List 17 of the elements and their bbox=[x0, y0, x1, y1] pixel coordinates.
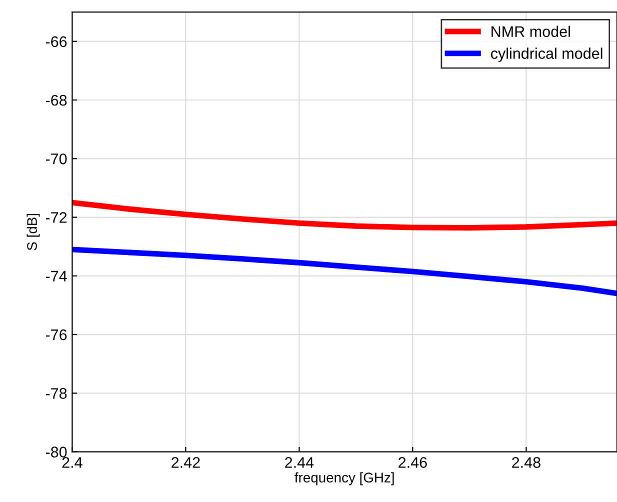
y-tick-label: -80 bbox=[46, 446, 67, 458]
x-tick-label: 2.46 bbox=[398, 457, 427, 468]
y-axis-title: S [dB] bbox=[26, 214, 40, 250]
y-tick-label: -70 bbox=[46, 154, 67, 164]
y-tick-label: -76 bbox=[46, 329, 67, 340]
y-tick-label: -66 bbox=[46, 36, 67, 48]
x-tick-label: 2.44 bbox=[285, 457, 314, 468]
x-tick-label: 2.4 bbox=[62, 457, 82, 468]
y-tick-label: -78 bbox=[46, 388, 67, 399]
y-tick-label: -72 bbox=[46, 212, 67, 223]
legend-label: NMR model bbox=[492, 26, 570, 38]
x-tick-label: 2.42 bbox=[172, 457, 200, 468]
x-tick-label: 2.48 bbox=[512, 457, 540, 468]
y-tick-label: -74 bbox=[46, 270, 67, 282]
legend-label: cylindrical model bbox=[490, 48, 602, 62]
y-tick-label: -68 bbox=[46, 94, 67, 106]
x-axis-title: frequency [GHz] bbox=[294, 472, 394, 486]
